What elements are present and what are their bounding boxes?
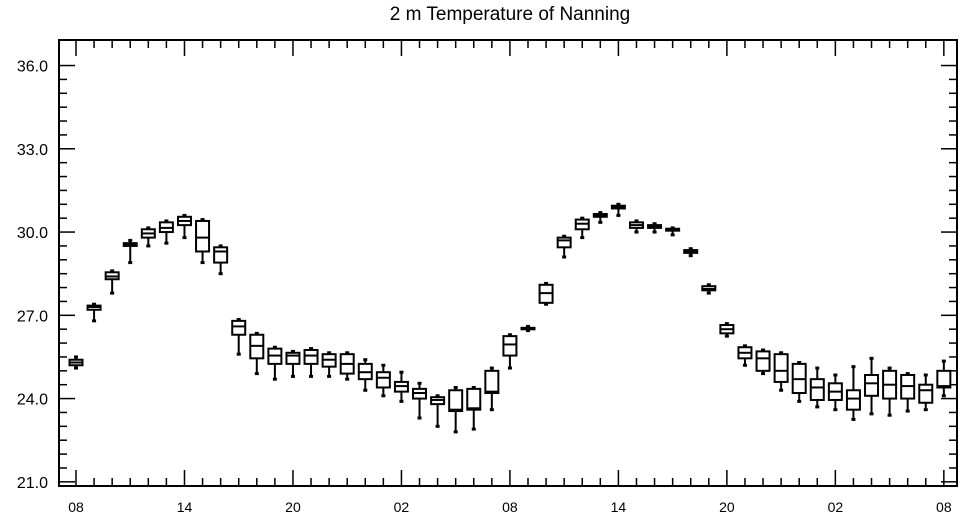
y-axis: 21.0 24.0 27.0 30.0 33.0 36.0 (17, 59, 957, 492)
box-mark (321, 351, 337, 378)
box-mark (412, 381, 428, 420)
y-tick-label: 36.0 (17, 59, 48, 76)
box-mark (556, 234, 572, 259)
x-tick-label: 08 (502, 499, 518, 515)
y-tick-label: 33.0 (17, 142, 48, 159)
box-mark (303, 347, 319, 378)
box-mark (592, 211, 608, 224)
box-iqr (864, 373, 880, 397)
box-mark (375, 363, 391, 398)
box-mark (140, 226, 156, 248)
box-iqr (773, 353, 789, 383)
box-mark (737, 344, 753, 367)
x-tick-label: 20 (719, 499, 735, 515)
box-mark (339, 351, 355, 381)
box-mark (466, 385, 482, 431)
box-iqr (502, 335, 518, 357)
box-mark (393, 370, 409, 403)
box-mark (610, 202, 626, 217)
box-mark (809, 366, 825, 409)
box-mark (791, 360, 807, 403)
box-mark (719, 322, 735, 338)
box-iqr (375, 371, 391, 389)
box-iqr (755, 350, 771, 372)
box-mark (900, 372, 916, 413)
box-mark (773, 351, 789, 392)
x-tick-label: 02 (828, 499, 844, 515)
plot-area-frame (58, 39, 958, 487)
box-iqr (466, 387, 482, 411)
box-mark (104, 269, 120, 295)
box-mark (448, 385, 464, 434)
x-tick-label: 08 (68, 499, 84, 515)
box-mark (628, 219, 644, 234)
y-tick-label: 27.0 (17, 308, 48, 325)
box-mark (195, 218, 211, 265)
box-iqr (213, 246, 229, 264)
box-mark (827, 373, 843, 412)
box-mark (176, 213, 192, 240)
box-mark (502, 333, 518, 370)
box-iqr (936, 369, 952, 389)
x-tick-label: 08 (936, 499, 952, 515)
x-axis: 08 14 20 02 08 14 20 02 08 (68, 40, 952, 515)
x-tick-label: 14 (611, 499, 627, 515)
box-iqr (195, 219, 211, 253)
box-mark (845, 365, 861, 421)
box-mark (484, 366, 500, 412)
box-mark (122, 238, 138, 265)
box-mark (864, 356, 880, 416)
box-mark (882, 366, 898, 417)
box-mark (285, 349, 301, 378)
box-iqr (448, 389, 464, 413)
box-mark (701, 283, 717, 295)
box-mark (357, 358, 373, 392)
box-mark (86, 302, 102, 323)
box-iqr (918, 383, 934, 404)
box-mark (213, 244, 229, 276)
box-mark (231, 317, 247, 356)
x-tick-label: 20 (285, 499, 301, 515)
box-iqr (845, 389, 861, 411)
box-mark (683, 247, 699, 258)
box-series (68, 202, 952, 434)
box-mark (574, 216, 590, 240)
box-iqr (231, 319, 247, 336)
box-mark (647, 222, 663, 234)
box-mark (936, 359, 952, 398)
y-tick-label: 21.0 (17, 475, 48, 492)
box-iqr (303, 349, 319, 365)
box-mark (520, 324, 536, 333)
box-iqr (556, 236, 572, 249)
box-iqr (809, 378, 825, 401)
chart-title: 2 m Temperature of Nanning (389, 4, 631, 25)
box-mark (430, 394, 446, 428)
box-mark (918, 373, 934, 412)
box-mark (158, 219, 174, 245)
x-tick-label: 02 (394, 499, 410, 515)
x-tick-label: 14 (177, 499, 193, 515)
box-mark (665, 226, 681, 237)
y-tick-label: 30.0 (17, 225, 48, 242)
box-mark (249, 331, 265, 376)
box-mark (538, 281, 554, 306)
box-mark (755, 348, 771, 376)
box-mark (267, 345, 283, 381)
box-iqr (285, 351, 301, 365)
box-mark (68, 355, 84, 370)
y-tick-label: 24.0 (17, 392, 48, 409)
box-iqr (484, 369, 500, 395)
